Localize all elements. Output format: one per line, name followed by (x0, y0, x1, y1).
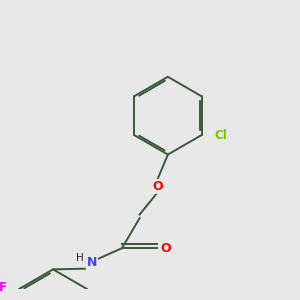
Text: H: H (76, 253, 83, 263)
Text: Cl: Cl (214, 129, 227, 142)
Text: O: O (161, 242, 171, 255)
Text: F: F (0, 280, 7, 293)
Text: O: O (152, 180, 163, 193)
Text: N: N (87, 256, 97, 269)
